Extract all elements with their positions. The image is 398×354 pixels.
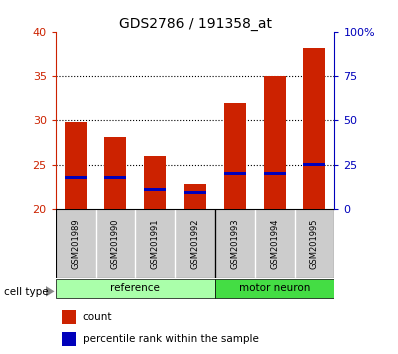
Bar <box>144 188 166 191</box>
Bar <box>303 48 325 209</box>
Bar <box>62 310 76 324</box>
Title: GDS2786 / 191358_at: GDS2786 / 191358_at <box>119 17 271 31</box>
Text: GSM201991: GSM201991 <box>151 218 160 269</box>
Text: GSM201993: GSM201993 <box>230 218 239 269</box>
Text: count: count <box>83 312 112 322</box>
Polygon shape <box>46 286 55 297</box>
Bar <box>263 76 285 209</box>
Bar <box>65 122 87 209</box>
Bar <box>224 103 246 209</box>
Bar <box>62 332 76 346</box>
Bar <box>144 156 166 209</box>
Bar <box>184 184 206 209</box>
Bar <box>56 279 215 298</box>
Bar <box>104 176 126 179</box>
Text: GSM201992: GSM201992 <box>191 218 199 269</box>
Bar <box>224 172 246 175</box>
Text: GSM201990: GSM201990 <box>111 218 120 269</box>
Bar <box>104 137 126 209</box>
Text: GSM201989: GSM201989 <box>71 218 80 269</box>
Text: motor neuron: motor neuron <box>239 283 310 293</box>
Text: GSM201994: GSM201994 <box>270 218 279 269</box>
Bar <box>215 279 334 298</box>
Text: cell type: cell type <box>4 287 49 297</box>
Text: reference: reference <box>110 283 160 293</box>
Text: percentile rank within the sample: percentile rank within the sample <box>83 334 259 344</box>
Bar <box>184 192 206 194</box>
Bar <box>65 176 87 179</box>
Text: GSM201995: GSM201995 <box>310 218 319 269</box>
Bar <box>263 172 285 175</box>
Bar <box>303 163 325 166</box>
